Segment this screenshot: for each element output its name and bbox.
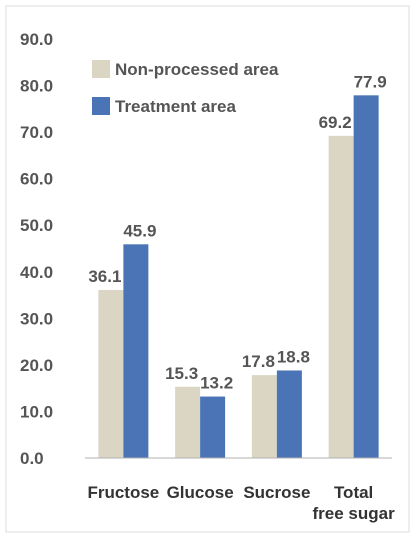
legend-swatch [92,97,110,115]
data-label: 45.9 [123,221,156,240]
bar-non-processed [251,375,277,458]
data-label: 15.3 [165,364,198,383]
y-tick-label: 50.0 [20,216,53,235]
x-tick-label: free sugar [313,504,396,523]
bar-non-processed [98,289,124,458]
bar-treatment [353,95,379,459]
y-tick-label: 90.0 [20,30,53,49]
data-label: 69.2 [319,113,352,132]
bar-non-processed [328,135,354,458]
legend-swatch [92,60,110,78]
bar-treatment [123,244,149,458]
x-tick-label: Glucose [167,483,234,502]
bar-non-processed [175,386,201,458]
data-label: 18.8 [277,347,310,366]
bar-treatment [200,396,226,458]
x-axis: Fructose Glucose Sucrose Total free sugar [85,457,396,523]
legend: Non-processed area Treatment area [92,60,279,116]
data-label: 13.2 [200,374,233,393]
y-tick-label: 30.0 [20,309,53,328]
data-label: 77.9 [354,72,387,91]
y-tick-label: 0.0 [20,449,44,468]
y-tick-label: 70.0 [20,123,53,142]
y-axis: 0.0 10.0 20.0 30.0 40.0 50.0 60.0 70.0 80.0 90.0 [20,30,53,468]
data-label: 36.1 [88,267,121,286]
x-tick-label: Fructose [87,483,159,502]
legend-entry: Treatment area [115,97,236,116]
legend-entry: Non-processed area [115,60,279,79]
y-tick-label: 80.0 [20,77,53,96]
y-tick-label: 10.0 [20,402,53,421]
data-label: 17.8 [242,352,275,371]
y-tick-label: 20.0 [20,356,53,375]
bars: 36.1 45.9 15.313.2 17.8 18.8 69.2 77.9 [88,72,387,459]
y-tick-label: 40.0 [20,263,53,282]
y-tick-label: 60.0 [20,170,53,189]
bar-treatment [276,370,302,458]
x-tick-label: Total [334,483,373,502]
x-tick-label: Sucrose [243,483,310,502]
